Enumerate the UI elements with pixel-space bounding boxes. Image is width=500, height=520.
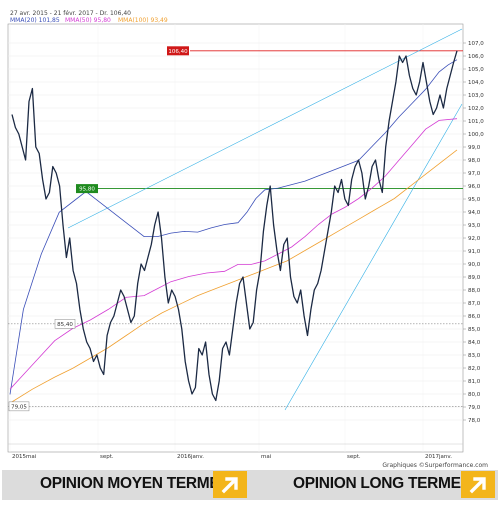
y-tick-label: 93,0	[468, 223, 481, 229]
y-tick-label: 79,0	[468, 405, 481, 411]
y-tick-label: 103,0	[468, 93, 484, 99]
x-axis-labels: 2015mai sept. 2016janv. mai sept. 2017janv.	[12, 454, 452, 460]
mma100-legend: MMA(100) 93,49	[118, 17, 168, 24]
y-tick-label: 96,0	[468, 184, 481, 190]
lower-trendline	[284, 103, 463, 411]
mm50-line	[9, 118, 458, 390]
resistance-badge-text: 106,40	[168, 49, 188, 55]
y-tick-label: 78,0	[468, 418, 481, 424]
y-tick-label: 98,0	[468, 158, 481, 164]
y-tick-label: 81,0	[468, 379, 481, 385]
y-tick-label: 92,0	[468, 236, 481, 242]
level-79-badge-text: 79,05	[11, 404, 27, 410]
support-badge-text: 95,80	[79, 187, 95, 193]
y-tick-label: 104,0	[468, 80, 484, 86]
level-badges: 106,40 95,80 85,40 79,05	[8, 46, 189, 412]
x-tick-label: sept.	[347, 454, 361, 460]
y-tick-label: 95,0	[468, 197, 481, 203]
arrow-up-right-icon[interactable]	[461, 471, 495, 498]
resistance-badge-bg	[167, 46, 189, 56]
y-axis-ticks: 107,0 106,0 105,0 104,0 103,0 102,0 101,0 100,0…	[463, 41, 484, 424]
y-tick-label: 97,0	[468, 171, 481, 177]
x-tick-label: 2015mai	[12, 454, 37, 460]
y-tick-label: 87,0	[468, 301, 481, 307]
mma20-legend: MMA(20) 101,85	[10, 17, 60, 24]
y-tick-label: 83,0	[468, 353, 481, 359]
x-tick-label: sept.	[100, 454, 114, 460]
support-badge-bg	[76, 184, 98, 194]
y-tick-label: 105,0	[468, 67, 484, 73]
y-tick-label: 99,0	[468, 145, 481, 151]
x-tick-label: 2017janv.	[425, 454, 452, 460]
opinion-bar	[2, 470, 498, 500]
y-tick-label: 107,0	[468, 41, 484, 47]
y-tick-label: 102,0	[468, 106, 484, 112]
y-tick-label: 101,0	[468, 119, 484, 125]
level-79-badge-bg	[8, 401, 30, 412]
mm20-line	[9, 59, 458, 395]
y-tick-label: 91,0	[468, 249, 481, 255]
y-tick-label: 88,0	[468, 288, 481, 294]
y-tick-label: 106,0	[468, 54, 484, 60]
y-tick-label: 82,0	[468, 366, 481, 372]
y-tick-label: 90,0	[468, 262, 481, 268]
y-tick-label: 84,0	[468, 340, 481, 346]
x-tick-label: mai	[261, 454, 272, 460]
arrow-up-right-icon[interactable]	[213, 471, 247, 498]
stock-chart: 27 avr. 2015 - 21 févr. 2017 - Dr. 106,4…	[7, 10, 488, 469]
price-series	[11, 50, 458, 402]
price-line	[11, 50, 458, 402]
y-tick-label: 86,0	[468, 314, 481, 320]
y-tick-label: 80,0	[468, 392, 481, 398]
x-tick-label: 2016janv.	[177, 454, 204, 460]
level-85-badge-text: 85,40	[57, 322, 73, 328]
grid	[8, 24, 463, 452]
date-range-header: 27 avr. 2015 - 21 févr. 2017 - Dr. 106,4…	[10, 10, 131, 17]
trend-lines	[67, 28, 463, 411]
opinion-moyen-terme-label: OPINION MOYEN TERME	[40, 475, 220, 492]
y-tick-label: 89,0	[468, 275, 481, 281]
upper-trendline	[67, 28, 463, 229]
chart-credit: Graphiques ©Surperformance.com	[382, 462, 488, 469]
y-tick-label: 94,0	[468, 210, 481, 216]
opinion-long-terme-label: OPINION LONG TERME	[293, 475, 461, 492]
y-tick-label: 100,0	[468, 132, 484, 138]
level-85-badge-bg	[54, 319, 76, 329]
y-tick-label: 85,0	[468, 327, 481, 333]
mma50-legend: MMA(50) 95,80	[65, 17, 111, 24]
